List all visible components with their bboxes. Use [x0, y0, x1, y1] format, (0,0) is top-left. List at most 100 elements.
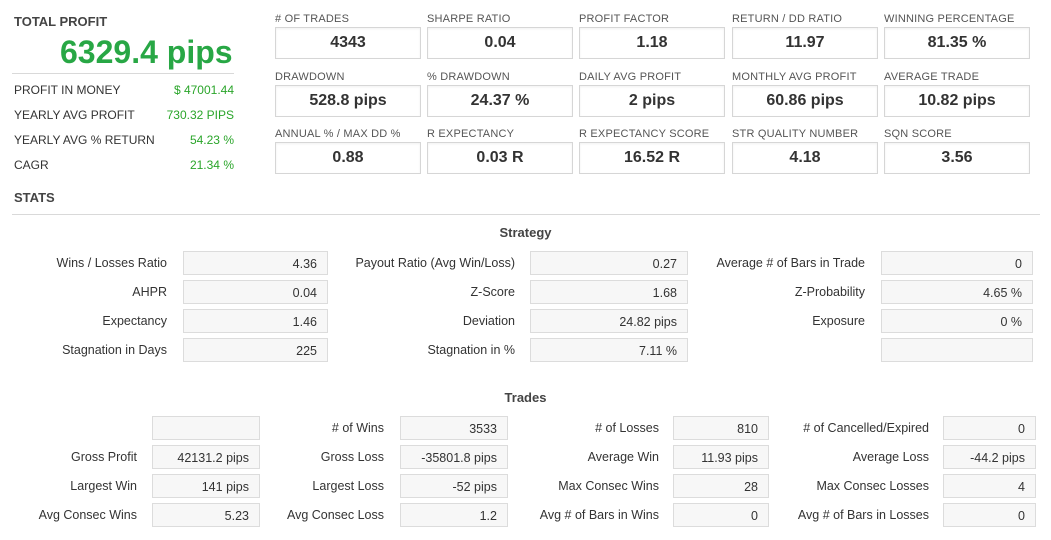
trades-label: Avg Consec Wins	[38, 508, 137, 522]
summary-divider	[12, 73, 234, 74]
strategy-value	[881, 338, 1033, 362]
summary-row-yearly-avg-profit: YEARLY AVG PROFIT 730.32 PIPS	[14, 106, 234, 124]
trades-value: 5.23	[152, 503, 260, 527]
summary-value: $ 47001.44	[173, 83, 234, 97]
metric-label: SHARPE RATIO	[427, 13, 511, 25]
strategy-title: Strategy	[499, 225, 552, 240]
metric-label: % DRAWDOWN	[427, 71, 510, 83]
strategy-value: 24.82 pips	[530, 309, 688, 333]
trades-value: -44.2 pips	[943, 445, 1036, 469]
strategy-value: 0	[881, 251, 1033, 275]
strategy-value: 0.04	[183, 280, 328, 304]
summary-row-yearly-avg-return: YEARLY AVG % RETURN 54.23 %	[14, 131, 234, 149]
metric-value: 60.86 pips	[732, 85, 878, 117]
trades-value: 11.93 pips	[673, 445, 769, 469]
strategy-value: 0 %	[881, 309, 1033, 333]
trades-label: Max Consec Losses	[816, 479, 929, 493]
summary-row-cagr: CAGR 21.34 %	[14, 156, 234, 174]
trades-value	[152, 416, 260, 440]
strategy-value: 4.65 %	[881, 280, 1033, 304]
trades-value: 810	[673, 416, 769, 440]
summary-value: 54.23 %	[189, 133, 234, 147]
trades-value: -52 pips	[400, 474, 508, 498]
summary-label: PROFIT IN MONEY	[14, 83, 121, 97]
metric-label: DRAWDOWN	[275, 71, 345, 83]
metric-value: 2 pips	[579, 85, 725, 117]
metric-value: 4.18	[732, 142, 878, 174]
metric-value: 528.8 pips	[275, 85, 421, 117]
summary-value: 21.34 %	[189, 158, 234, 172]
trades-label: # of Losses	[595, 421, 659, 435]
metric-value: 1.18	[579, 27, 725, 59]
strategy-value: 1.68	[530, 280, 688, 304]
trades-label: Avg # of Bars in Wins	[539, 508, 659, 522]
summary-row-profit-money: PROFIT IN MONEY $ 47001.44	[14, 81, 234, 99]
strategy-value: 0.27	[530, 251, 688, 275]
trades-label: # of Cancelled/Expired	[803, 421, 929, 435]
trades-label: Average Win	[587, 450, 659, 464]
trades-label: Average Loss	[852, 450, 929, 464]
strategy-label: Stagnation in Days	[62, 343, 167, 357]
metric-value: 24.37 %	[427, 85, 573, 117]
trades-label: Gross Profit	[71, 450, 137, 464]
metric-value: 4343	[275, 27, 421, 59]
strategy-label: Expectancy	[102, 314, 167, 328]
strategy-label: Payout Ratio (Avg Win/Loss)	[355, 256, 515, 270]
strategy-value: 1.46	[183, 309, 328, 333]
metric-label: R EXPECTANCY SCORE	[579, 128, 710, 140]
strategy-label	[695, 338, 865, 362]
trades-label: Largest Win	[70, 479, 137, 493]
strategy-value: 225	[183, 338, 328, 362]
metric-value: 0.88	[275, 142, 421, 174]
strategy-label: Stagnation in %	[427, 343, 515, 357]
trades-label: Max Consec Wins	[558, 479, 659, 493]
metric-label: AVERAGE TRADE	[884, 71, 980, 83]
trades-value: 28	[673, 474, 769, 498]
strategy-value: 4.36	[183, 251, 328, 275]
metric-value: 16.52 R	[579, 142, 725, 174]
trades-value: 0	[673, 503, 769, 527]
metric-label: ANNUAL % / MAX DD %	[275, 128, 401, 140]
trades-value: 0	[943, 416, 1036, 440]
strategy-label: Deviation	[462, 314, 515, 328]
summary-label: CAGR	[14, 158, 49, 172]
trades-value: 3533	[400, 416, 508, 440]
trades-label: Avg # of Bars in Losses	[797, 508, 929, 522]
summary-label: YEARLY AVG % RETURN	[14, 133, 155, 147]
strategy-label: Z-Probability	[794, 285, 865, 299]
stats-title: STATS	[14, 190, 55, 205]
trades-label: Gross Loss	[320, 450, 384, 464]
trades-label: Largest Loss	[312, 479, 384, 493]
trades-label	[10, 416, 137, 440]
trades-value: 1.2	[400, 503, 508, 527]
metric-value: 81.35 %	[884, 27, 1030, 59]
trades-value: 0	[943, 503, 1036, 527]
metric-value: 11.97	[732, 27, 878, 59]
total-profit-value: 6329.4 pips	[60, 34, 233, 70]
strategy-label: Exposure	[812, 314, 865, 328]
strategy-label: Wins / Losses Ratio	[56, 256, 167, 270]
metric-value: 0.03 R	[427, 142, 573, 174]
trades-value: 141 pips	[152, 474, 260, 498]
metric-label: MONTHLY AVG PROFIT	[732, 71, 857, 83]
trades-title: Trades	[504, 390, 547, 405]
metric-value: 10.82 pips	[884, 85, 1030, 117]
metric-label: # OF TRADES	[275, 13, 350, 25]
strategy-label: Average # of Bars in Trade	[716, 256, 865, 270]
metric-label: PROFIT FACTOR	[579, 13, 670, 25]
strategy-label: AHPR	[132, 285, 167, 299]
strategy-label: Z-Score	[470, 285, 515, 299]
metric-label: SQN SCORE	[884, 128, 952, 140]
metric-label: R EXPECTANCY	[427, 128, 515, 140]
stats-divider	[12, 214, 1040, 215]
total-profit-label: TOTAL PROFIT	[14, 14, 108, 29]
metric-value: 3.56	[884, 142, 1030, 174]
metric-label: RETURN / DD RATIO	[732, 13, 843, 25]
trades-label: # of Wins	[331, 421, 384, 435]
trades-value: 4	[943, 474, 1036, 498]
metric-label: DAILY AVG PROFIT	[579, 71, 682, 83]
summary-label: YEARLY AVG PROFIT	[14, 108, 135, 122]
summary-value: 730.32 PIPS	[166, 108, 234, 122]
metric-label: WINNING PERCENTAGE	[884, 13, 1015, 25]
metric-label: STR QUALITY NUMBER	[732, 128, 859, 140]
